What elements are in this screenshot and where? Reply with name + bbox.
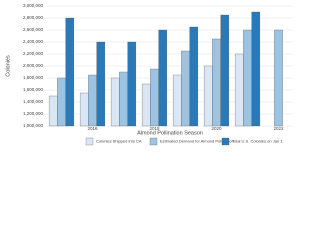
y-tick-label: 2,600,000 (23, 27, 44, 32)
chart: Colonies Almond Pollination Season 1,000… (5, 3, 294, 146)
x-tick-label: 2016 (87, 126, 98, 131)
bar (251, 11, 261, 127)
legend-label: Colonies Shipped into CA (96, 139, 142, 144)
bar (181, 50, 190, 127)
bar (203, 65, 213, 127)
legend-label: Estimated Demand for Almond Pollination (160, 139, 234, 144)
bar (127, 41, 137, 127)
bar (119, 71, 128, 127)
x-tick-label: 2020 (211, 126, 222, 131)
bar (57, 77, 66, 127)
page: Colonies Almond Pollination Season 1,000… (5, 3, 294, 146)
bar (158, 29, 168, 127)
y-tick-label: 1,000,000 (23, 123, 44, 128)
legend-swatch (85, 137, 94, 146)
bar (110, 77, 120, 127)
bar (88, 74, 97, 127)
legend-swatch (149, 137, 158, 146)
bar (65, 17, 75, 127)
x-tick-label: 2018 (149, 126, 160, 131)
bar (234, 53, 244, 127)
bar (141, 83, 151, 127)
y-tick-label: 1,800,000 (23, 75, 44, 80)
bar (172, 74, 182, 127)
legend-label: Total U.S. Colonies on Jan 1 (232, 139, 283, 144)
bar (79, 92, 89, 127)
y-tick-label: 2,200,000 (23, 51, 44, 56)
y-tick-label: 1,400,000 (23, 99, 44, 104)
y-axis-label: Colonies (5, 55, 11, 77)
bar (243, 29, 252, 127)
y-tick-label: 2,000,000 (23, 63, 44, 68)
y-tick-label: 2,800,000 (23, 15, 44, 20)
bar (220, 14, 230, 127)
bar (48, 95, 58, 127)
x-axis-label: Almond Pollination Season (137, 130, 203, 136)
legend-swatch (221, 137, 230, 146)
x-tick-label: 2022 (273, 126, 284, 131)
y-tick-label: 1,200,000 (23, 111, 44, 116)
bar (189, 26, 199, 127)
bar (96, 41, 106, 127)
y-tick-label: 2,400,000 (23, 39, 44, 44)
y-tick-label: 1,600,000 (23, 87, 44, 92)
bar (150, 68, 159, 127)
bar (212, 38, 221, 127)
y-tick-label: 3,000,000 (23, 3, 44, 8)
bar (274, 29, 283, 127)
